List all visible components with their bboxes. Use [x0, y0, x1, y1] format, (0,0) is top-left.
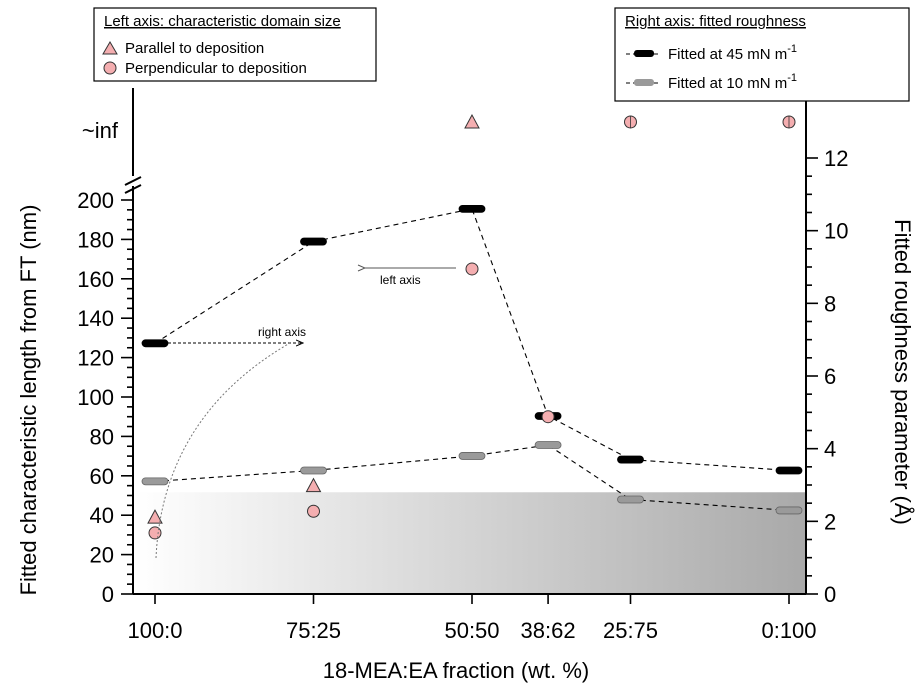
legend-left-title: Left axis: characteristic domain size	[104, 13, 341, 30]
right-tick-label-12: 12	[824, 146, 848, 171]
legend-left: Left axis: characteristic domain size Pa…	[93, 7, 377, 82]
legend-10-label: Fitted at 10 mN m-1	[668, 72, 797, 92]
x-tick-label-3: 38:62	[521, 618, 576, 643]
bar-10-0	[141, 477, 169, 486]
parallel-point-1	[305, 477, 322, 493]
annotation-left-axis: left axis	[364, 268, 456, 287]
legend-triangle-icon	[102, 41, 118, 55]
left-tick-label-120: 120	[77, 346, 114, 371]
left-tick-label-20: 20	[90, 543, 114, 568]
bar-10-4	[617, 495, 644, 504]
legend-perpendicular-label: Perpendicular to deposition	[125, 60, 307, 77]
svg-text:left axis: left axis	[380, 273, 421, 287]
right-tick-label-0: 0	[824, 582, 836, 607]
annotation-right-axis: right axis	[155, 325, 306, 559]
x-tick-label-1: 75:25	[286, 618, 341, 643]
x-axis-ticks: 100:0 75:25 50:50 38:62 25:75 0:100	[127, 594, 817, 643]
legend-black-bar-icon	[634, 50, 654, 57]
bar-45-5	[775, 466, 803, 475]
perpendicular-point-2	[465, 262, 479, 276]
right-tick-label-10: 10	[824, 219, 848, 244]
right-tick-label-2: 2	[824, 509, 836, 534]
x-tick-label-4: 25:75	[603, 618, 658, 643]
perpendicular-point-0	[148, 526, 162, 540]
shaded-band	[135, 492, 806, 594]
bar-10-1	[300, 466, 327, 475]
left-tick-label-180: 180	[77, 227, 114, 252]
axis-break-mark-2	[124, 184, 142, 194]
left-tick-label-0: 0	[102, 582, 114, 607]
bar-10-5	[775, 506, 803, 515]
right-axis-title: Fitted roughness parameter (Å)	[890, 219, 915, 525]
bar-45-4	[617, 455, 644, 464]
x-tick-label-0: 100:0	[127, 618, 182, 643]
series-marks	[141, 113, 803, 540]
legend-circle-icon	[103, 61, 117, 75]
parallel-point-2	[464, 113, 480, 129]
left-axis-break-label: ~inf	[82, 118, 119, 143]
bar-45-2	[458, 204, 486, 213]
bar-45-1	[300, 237, 327, 246]
left-axis-ticks: 0 20 40 60 80 100 120 140 160 180 200	[77, 188, 133, 607]
left-tick-label-100: 100	[77, 385, 114, 410]
left-tick-label-60: 60	[90, 464, 114, 489]
parallel-point-0	[147, 509, 163, 524]
legend-45-label: Fitted at 45 mN m-1	[668, 43, 797, 63]
perpendicular-point-3	[541, 410, 555, 424]
axis-break-mark-1	[124, 176, 142, 186]
bar-10-3	[534, 441, 562, 449]
left-axis-title: Fitted characteristic length from FT (nm…	[16, 205, 41, 596]
right-tick-label-8: 8	[824, 291, 836, 316]
left-tick-label-140: 140	[77, 306, 114, 331]
right-tick-label-6: 6	[824, 364, 836, 389]
legend-right-title: Right axis: fitted roughness	[625, 13, 806, 30]
left-tick-label-40: 40	[90, 503, 114, 528]
left-tick-label-160: 160	[77, 267, 114, 292]
perpendicular-point-1	[307, 504, 320, 518]
x-axis-title: 18-MEA:EA fraction (wt. %)	[323, 658, 590, 683]
bar-10-2	[458, 452, 486, 460]
right-tick-label-4: 4	[824, 437, 836, 462]
legend-right: Right axis: fitted roughness Fitted at 4…	[614, 7, 910, 102]
svg-text:right axis: right axis	[258, 325, 306, 339]
left-tick-label-200: 200	[77, 188, 114, 213]
left-tick-label-80: 80	[90, 424, 114, 449]
x-tick-label-2: 50:50	[444, 618, 499, 643]
series-line-45	[154, 208, 790, 472]
right-axis-ticks: 0 2 4 6 8 10 12	[806, 146, 848, 607]
legend-parallel-label: Parallel to deposition	[125, 40, 264, 57]
legend-gray-bar-icon	[634, 79, 654, 86]
x-tick-label-5: 0:100	[761, 618, 816, 643]
